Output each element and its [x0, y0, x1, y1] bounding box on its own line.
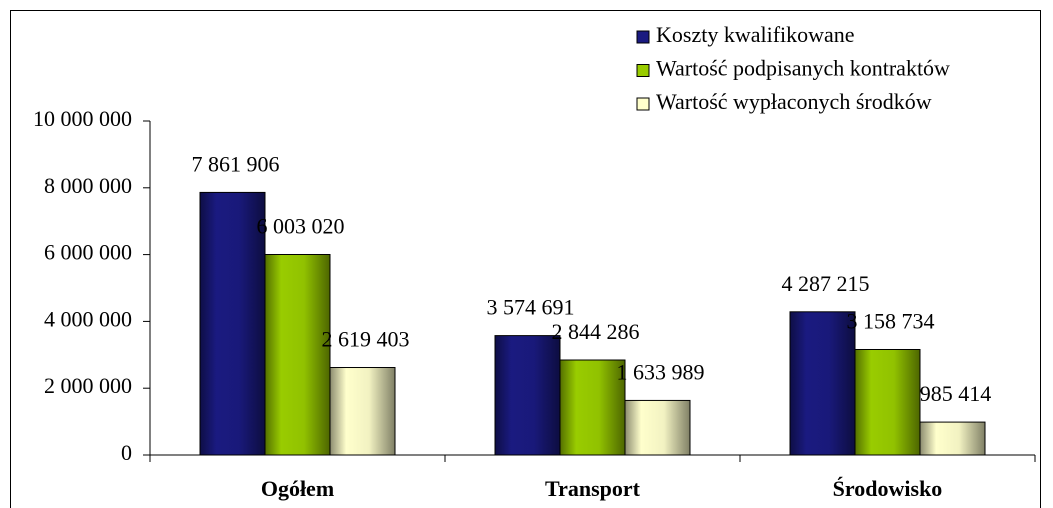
data-label: 3 158 734 [847, 309, 935, 334]
bar [919, 421, 986, 456]
legend-label: Wartość podpisanych kontraktów [656, 56, 950, 81]
data-label: 7 861 906 [192, 151, 280, 176]
bar [624, 399, 691, 456]
legend-label: Wartość wypłaconych środków [656, 89, 932, 114]
chart-frame [10, 10, 1041, 508]
bar [854, 348, 921, 456]
legend-swatch [636, 64, 650, 77]
data-label: 2 844 286 [552, 319, 640, 344]
x-tick-label: Ogółem [261, 476, 334, 501]
y-tick-label: 0 [121, 440, 132, 465]
y-tick-label: 4 000 000 [44, 306, 132, 331]
y-tick-label: 10 000 000 [33, 106, 132, 131]
legend-swatch [636, 30, 650, 44]
bar [789, 311, 856, 456]
bar [559, 359, 626, 456]
y-tick-label: 8 000 000 [44, 173, 132, 198]
data-label: 1 633 989 [617, 359, 705, 384]
legend-swatch [636, 97, 650, 111]
data-label: 6 003 020 [257, 214, 345, 239]
bar [199, 191, 266, 456]
data-label: 985 414 [920, 381, 992, 406]
bar [329, 367, 396, 456]
y-tick-label: 2 000 000 [44, 373, 132, 398]
data-label: 3 574 691 [487, 295, 575, 320]
data-label: 2 619 403 [322, 327, 410, 352]
data-label: 4 287 215 [782, 271, 870, 296]
legend-label: Koszty kwalifikowane [656, 22, 855, 47]
y-tick-label: 6 000 000 [44, 240, 132, 265]
bar [494, 335, 561, 456]
x-tick-label: Środowisko [833, 476, 943, 501]
bar [264, 253, 331, 456]
x-tick-label: Transport [545, 476, 641, 501]
